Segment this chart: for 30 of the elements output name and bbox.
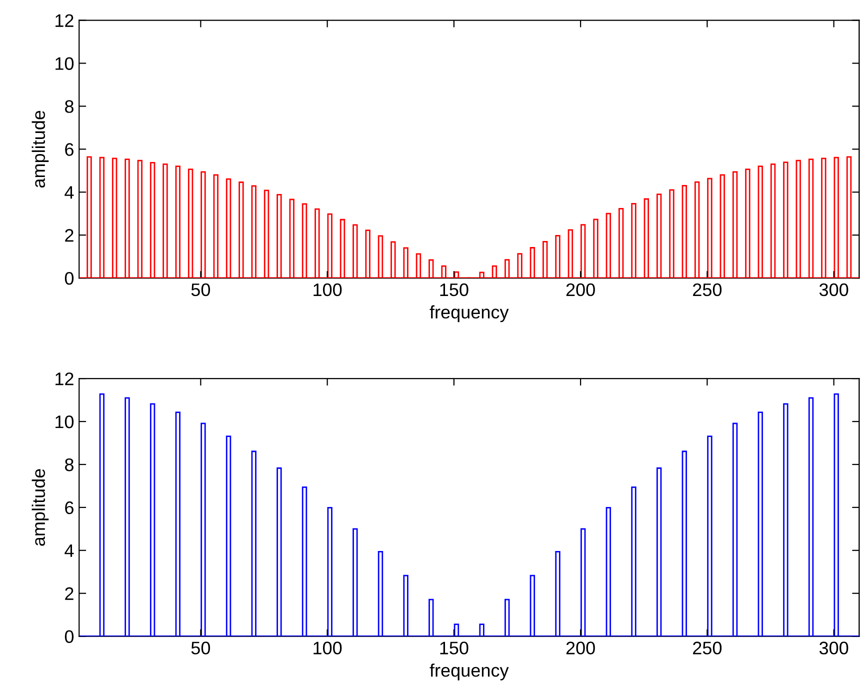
x-tick-label: 200 xyxy=(566,642,595,654)
x-tick-label: 250 xyxy=(693,642,722,654)
x-tick-label: 50 xyxy=(191,283,210,296)
y-tick-label: 0 xyxy=(64,272,74,285)
x-tick-label: 100 xyxy=(314,283,342,296)
x-tick-label: 150 xyxy=(440,283,468,296)
y-tick-label: 0 xyxy=(64,630,74,644)
y-tick-label: 8 xyxy=(65,100,74,113)
x-axis-title: frequency xyxy=(430,664,509,680)
x-tick-label: 300 xyxy=(819,283,848,296)
x-tick-label: 50 xyxy=(191,642,210,654)
y-tick-label: 10 xyxy=(56,57,74,70)
x-tick-label: 150 xyxy=(440,642,468,654)
y-tick-label: 12 xyxy=(56,14,74,27)
x-tick-label: 250 xyxy=(693,283,722,296)
y-axis-title: amplitude xyxy=(32,110,49,188)
y-tick-label: 10 xyxy=(56,415,74,428)
x-tick-label: 100 xyxy=(314,642,342,654)
y-tick-label: 6 xyxy=(65,501,74,514)
y-tick-label: 4 xyxy=(64,186,74,199)
x-tick-label: 300 xyxy=(819,642,848,654)
y-tick-label: 2 xyxy=(65,229,74,242)
y-tick-label: 4 xyxy=(64,544,74,557)
y-tick-label: 8 xyxy=(65,458,74,472)
y-axis-title: amplitude xyxy=(32,469,49,546)
x-axis-title: frequency xyxy=(430,305,509,322)
y-tick-label: 6 xyxy=(65,143,74,156)
x-tick-label: 200 xyxy=(566,283,595,296)
y-tick-label: 2 xyxy=(65,587,74,600)
y-tick-label: 12 xyxy=(56,372,74,386)
